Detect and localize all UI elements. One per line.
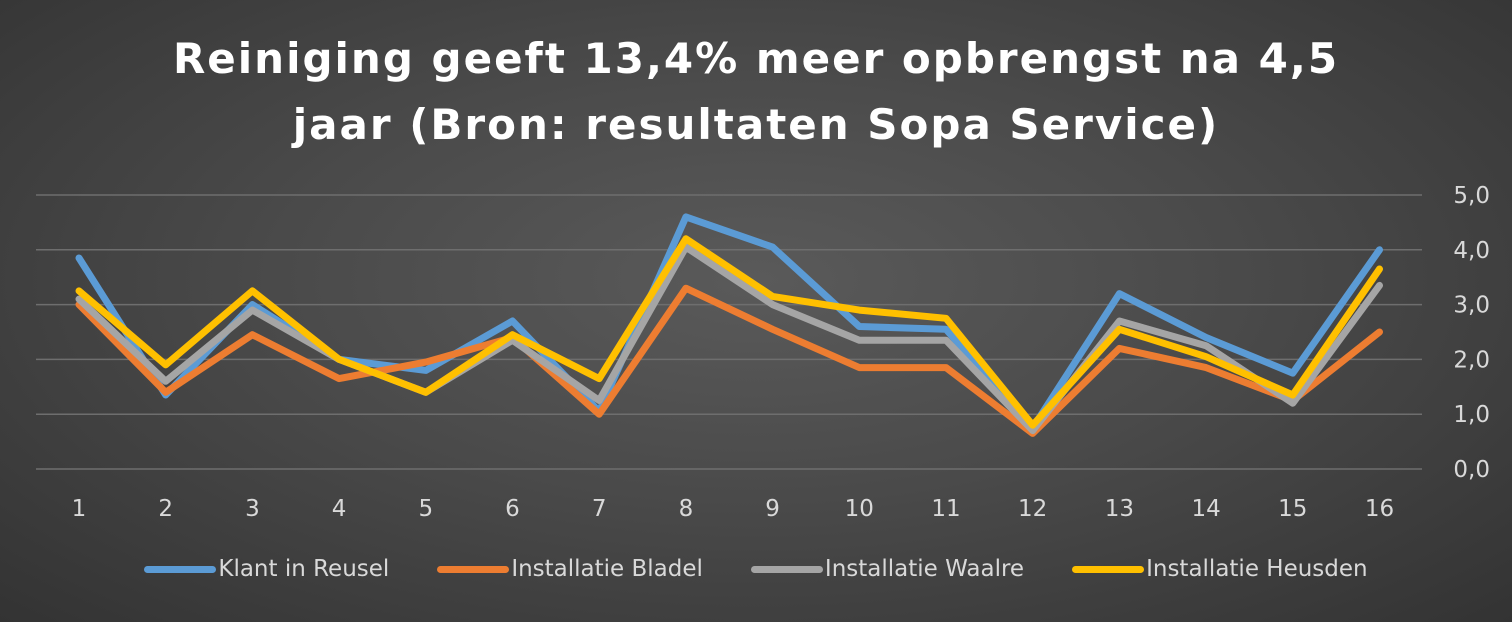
gridlines bbox=[36, 194, 1422, 470]
y-tick-label: 2,0 bbox=[1453, 347, 1490, 373]
x-tick-label: 6 bbox=[505, 496, 520, 522]
y-tick-label: 3,0 bbox=[1453, 293, 1490, 319]
x-tick-label: 13 bbox=[1105, 496, 1134, 522]
y-tick-label: 4,0 bbox=[1453, 238, 1490, 264]
series-line-installatie-heusden bbox=[75, 235, 1383, 429]
x-tick-label: 4 bbox=[332, 496, 347, 522]
legend-label: Installatie Heusden bbox=[1146, 556, 1368, 582]
y-tick-label: 0,0 bbox=[1453, 457, 1490, 483]
legend-item-installatie-heusden[interactable]: Installatie Heusden bbox=[1072, 556, 1368, 582]
x-tick-label: 14 bbox=[1191, 496, 1220, 522]
chart-title-line-1: Reiniging geeft 13,4% meer opbrengst na … bbox=[172, 34, 1340, 83]
legend-label: Klant in Reusel bbox=[218, 556, 390, 582]
chart-title-line-2: jaar (Bron: resultaten Sopa Service) bbox=[292, 100, 1220, 149]
legend-swatch bbox=[144, 565, 217, 573]
x-tick-label: 2 bbox=[158, 496, 173, 522]
x-tick-label: 7 bbox=[592, 496, 607, 522]
x-tick-label: 12 bbox=[1018, 496, 1047, 522]
x-tick-label: 8 bbox=[679, 496, 694, 522]
legend-swatch bbox=[750, 565, 823, 573]
x-tick-label: 15 bbox=[1278, 496, 1307, 522]
x-tick-label: 1 bbox=[72, 496, 87, 522]
x-tick-label: 10 bbox=[845, 496, 874, 522]
legend-swatch bbox=[437, 565, 510, 573]
legend-swatch bbox=[1072, 565, 1145, 573]
series-line-installatie-waalre bbox=[75, 243, 1383, 435]
x-tick-label: 16 bbox=[1365, 496, 1394, 522]
legend-label: Installatie Waalre bbox=[824, 556, 1025, 582]
y-tick-label: 5,0 bbox=[1453, 183, 1490, 209]
y-axis-tick-labels: 0,0 1,0 2,0 3,0 4,0 5,0 bbox=[1453, 183, 1490, 483]
x-axis-tick-labels: 1 2 3 4 5 6 7 8 9 10 11 12 13 14 15 16 bbox=[72, 496, 1394, 522]
y-tick-label: 1,0 bbox=[1453, 402, 1490, 428]
legend-item-klant-in-reusel[interactable]: Klant in Reusel bbox=[144, 556, 389, 582]
x-tick-label: 9 bbox=[765, 496, 780, 522]
legend-item-installatie-bladel[interactable]: Installatie Bladel bbox=[437, 556, 703, 582]
x-tick-label: 3 bbox=[245, 496, 260, 522]
legend-item-installatie-waalre[interactable]: Installatie Waalre bbox=[750, 556, 1025, 582]
series-line-installatie-bladel bbox=[75, 284, 1383, 437]
series-lines bbox=[75, 213, 1383, 437]
x-tick-label: 11 bbox=[931, 496, 960, 522]
legend: Klant in Reusel Installatie Bladel Insta… bbox=[0, 556, 1512, 582]
legend-label: Installatie Bladel bbox=[511, 556, 703, 582]
x-tick-label: 5 bbox=[418, 496, 433, 522]
